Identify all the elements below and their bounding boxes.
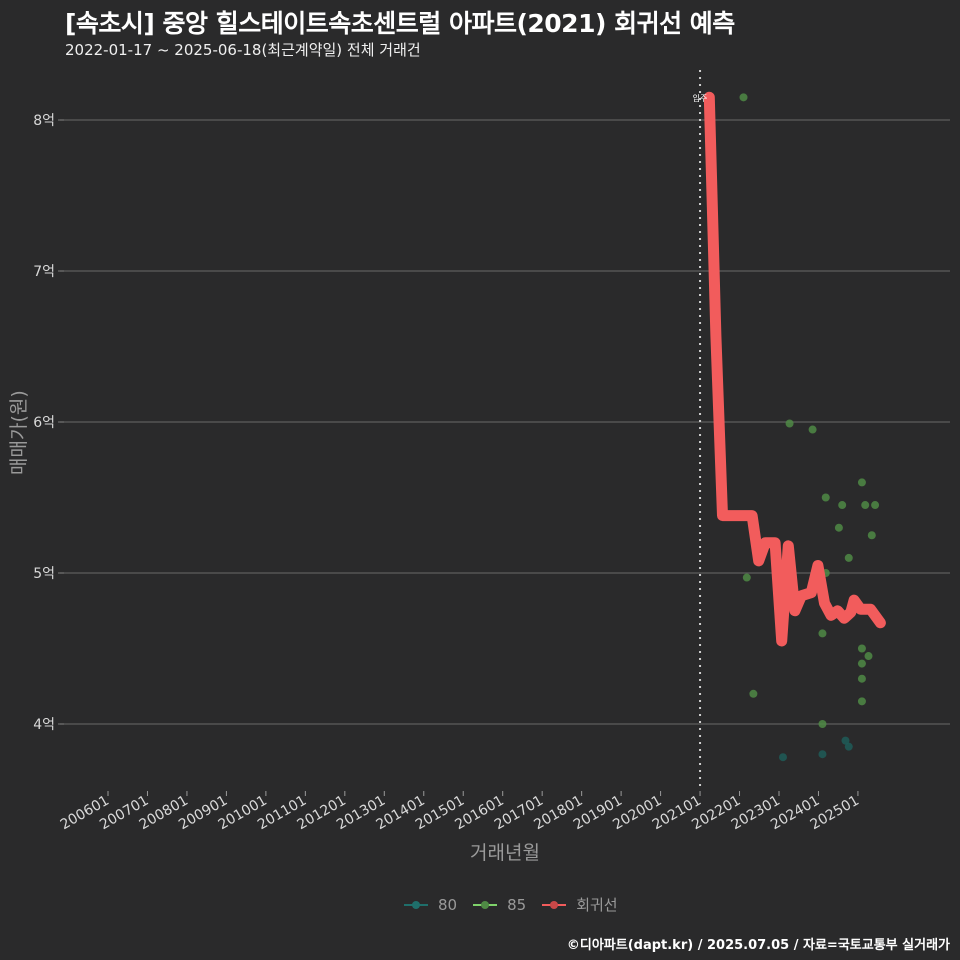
regression-path — [703, 91, 886, 647]
data-point[interactable] — [808, 425, 817, 434]
legend-item-regression[interactable]: 회귀선 — [542, 894, 618, 915]
data-point[interactable] — [785, 419, 794, 428]
data-point[interactable] — [857, 659, 866, 668]
data-point[interactable] — [857, 478, 866, 487]
regression-line — [703, 91, 886, 647]
y-tick-label: 5억 — [33, 566, 55, 582]
data-point[interactable] — [844, 553, 853, 562]
y-axis-ticks: 4억 5억 6억 7억 8억 — [33, 113, 64, 733]
y-gridlines — [60, 119, 950, 725]
y-tick-label: 7억 — [33, 264, 55, 280]
data-point[interactable] — [818, 750, 827, 759]
data-point[interactable] — [838, 501, 847, 510]
data-point[interactable] — [857, 644, 866, 653]
data-point[interactable] — [844, 742, 853, 751]
data-point[interactable] — [821, 493, 830, 502]
move-in-label: 입주 — [693, 94, 708, 103]
legend-item-80[interactable]: 80 — [404, 896, 457, 914]
data-point[interactable] — [841, 736, 850, 745]
y-axis-label: 매매가(원) — [8, 390, 30, 475]
series-80-points — [778, 736, 853, 762]
legend-key-85-icon — [473, 899, 498, 911]
data-point[interactable] — [867, 531, 876, 540]
source-caption: ©디아파트(dapt.kr) / 2025.07.05 / 자료=국토교통부 실… — [566, 938, 950, 953]
chart-subtitle: 2022-01-17 ~ 2025-06-18(최근계약일) 전체 거래건 — [65, 41, 421, 59]
data-point[interactable] — [818, 720, 827, 728]
legend-label-85: 85 — [507, 895, 527, 914]
data-point[interactable] — [871, 501, 880, 510]
x-axis-ticks: 2006012007012008012009012010012011012012… — [58, 791, 862, 833]
y-tick-label: 4억 — [33, 717, 55, 733]
data-point[interactable] — [749, 689, 758, 698]
legend-key-regression-icon — [542, 899, 567, 911]
data-point[interactable] — [834, 523, 843, 532]
legend-label-80: 80 — [438, 895, 458, 914]
data-point[interactable] — [857, 674, 866, 683]
legend-item-85[interactable]: 85 — [473, 896, 526, 914]
y-tick-label: 6억 — [33, 415, 55, 431]
legend: 80 85 회귀선 — [404, 894, 628, 915]
legend-key-80-icon — [404, 899, 428, 911]
data-point[interactable] — [742, 573, 751, 582]
data-point[interactable] — [857, 697, 866, 706]
x-axis-label: 거래년월 — [470, 842, 540, 864]
data-point[interactable] — [861, 501, 870, 510]
data-point[interactable] — [818, 629, 827, 638]
y-tick-label: 8억 — [33, 113, 55, 129]
data-point[interactable] — [778, 753, 787, 762]
move-in-annotation: 입주 — [693, 94, 708, 103]
chart-title: [속초시] 중앙 힐스테이트속초센트럴 아파트(2021) 회귀선 예측 — [65, 9, 735, 38]
data-point[interactable] — [864, 652, 873, 661]
series-85-points — [739, 93, 880, 728]
data-point[interactable] — [739, 93, 748, 102]
legend-label-regression: 회귀선 — [576, 896, 618, 914]
